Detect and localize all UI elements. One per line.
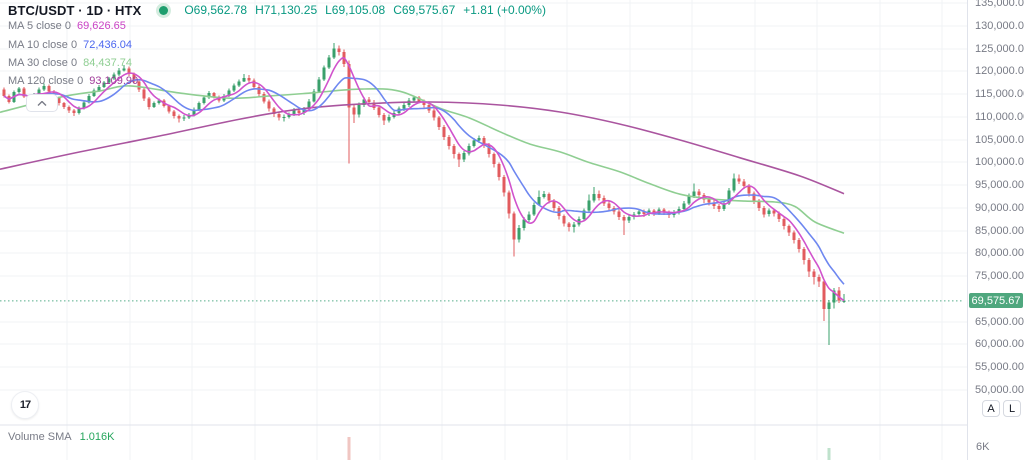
- symbol-title[interactable]: BTC/USDT · 1D · HTX: [8, 2, 142, 18]
- current-price-badge: 69,575.67: [969, 293, 1023, 309]
- price-tick-label: 65,000.00: [975, 315, 1024, 328]
- price-tick-label: 95,000.00: [975, 179, 1024, 192]
- symbol-header: BTC/USDT · 1D · HTX O69,562.78 H71,130.25…: [8, 2, 546, 18]
- indicator-value: 93,109.90: [89, 74, 139, 87]
- chevron-up-icon: [37, 100, 47, 106]
- volume-legend[interactable]: Volume SMA 1.016K: [8, 431, 114, 443]
- indicator-row-10[interactable]: MA 10 close 0 72,436.04: [8, 38, 132, 51]
- price-tick-label: 110,000.00: [975, 110, 1024, 123]
- volume-indicator-label: Volume SMA: [8, 431, 72, 443]
- tradingview-logo[interactable]: 17: [11, 391, 39, 419]
- indicator-value: 69,626.65: [76, 19, 126, 32]
- price-tick-label: 60,000.00: [975, 338, 1024, 351]
- price-tick-label: 85,000.00: [975, 224, 1024, 237]
- ohlc-item: L69,105.08: [325, 3, 386, 17]
- ohlc-item: O69,562.78: [184, 3, 248, 17]
- indicator-value: 72,436.04: [83, 38, 133, 51]
- indicator-label: MA 10 close 0: [8, 38, 78, 51]
- price-tick-label: 135,000.00: [975, 0, 1024, 9]
- price-tick-label: 125,000.00: [975, 42, 1024, 55]
- volume-axis-label: 6K: [976, 441, 990, 453]
- market-status-dot[interactable]: [159, 5, 169, 15]
- price-tick-label: 75,000.00: [975, 270, 1024, 283]
- price-tick-label: 100,000.00: [975, 156, 1024, 169]
- log-scale-button[interactable]: L: [1003, 400, 1021, 417]
- indicator-value: 84,437.74: [83, 56, 133, 69]
- price-tick-label: 130,000.00: [975, 19, 1024, 32]
- indicator-row-5[interactable]: MA 5 close 0 69,626.65: [8, 19, 126, 32]
- indicator-label: MA 5 close 0: [8, 19, 71, 32]
- price-tick-label: 120,000.00: [975, 65, 1024, 78]
- ohlc-values: O69,562.78 H71,130.25 L69,105.08 C69,575.67…: [184, 3, 546, 17]
- auto-scale-button[interactable]: A: [982, 400, 1000, 417]
- price-tick-label: 105,000.00: [975, 133, 1024, 146]
- volume-indicator-value: 1.016K: [79, 431, 115, 443]
- price-tick-label: 50,000.00: [975, 384, 1024, 396]
- price-tick-label: 80,000.00: [975, 247, 1024, 260]
- ma30-line: [0, 85, 845, 234]
- indicator-row-120[interactable]: MA 120 close 0 93,109.90: [8, 74, 138, 87]
- price-tick-label: 55,000.00: [975, 361, 1024, 374]
- ma120-line: [0, 101, 845, 195]
- indicator-label: MA 30 close 0: [8, 56, 78, 69]
- indicator-row-30[interactable]: MA 30 close 0 84,437.74: [8, 56, 132, 69]
- ohlc-item: +1.81 (+0.00%): [463, 3, 546, 17]
- indicator-label: MA 120 close 0: [8, 74, 84, 87]
- ohlc-item: C69,575.67: [393, 3, 456, 17]
- price-axis[interactable]: 135,000.00 130,000.00 125,000.00 120,000.00…: [967, 0, 1024, 460]
- ma5-line: [3, 57, 845, 302]
- price-tick-label: 90,000.00: [975, 201, 1024, 214]
- price-tick-label: 115,000.00: [975, 88, 1024, 101]
- legend-collapse-button[interactable]: [26, 94, 58, 112]
- ohlc-item: H71,130.25: [255, 3, 318, 17]
- ma10-line: [3, 77, 845, 285]
